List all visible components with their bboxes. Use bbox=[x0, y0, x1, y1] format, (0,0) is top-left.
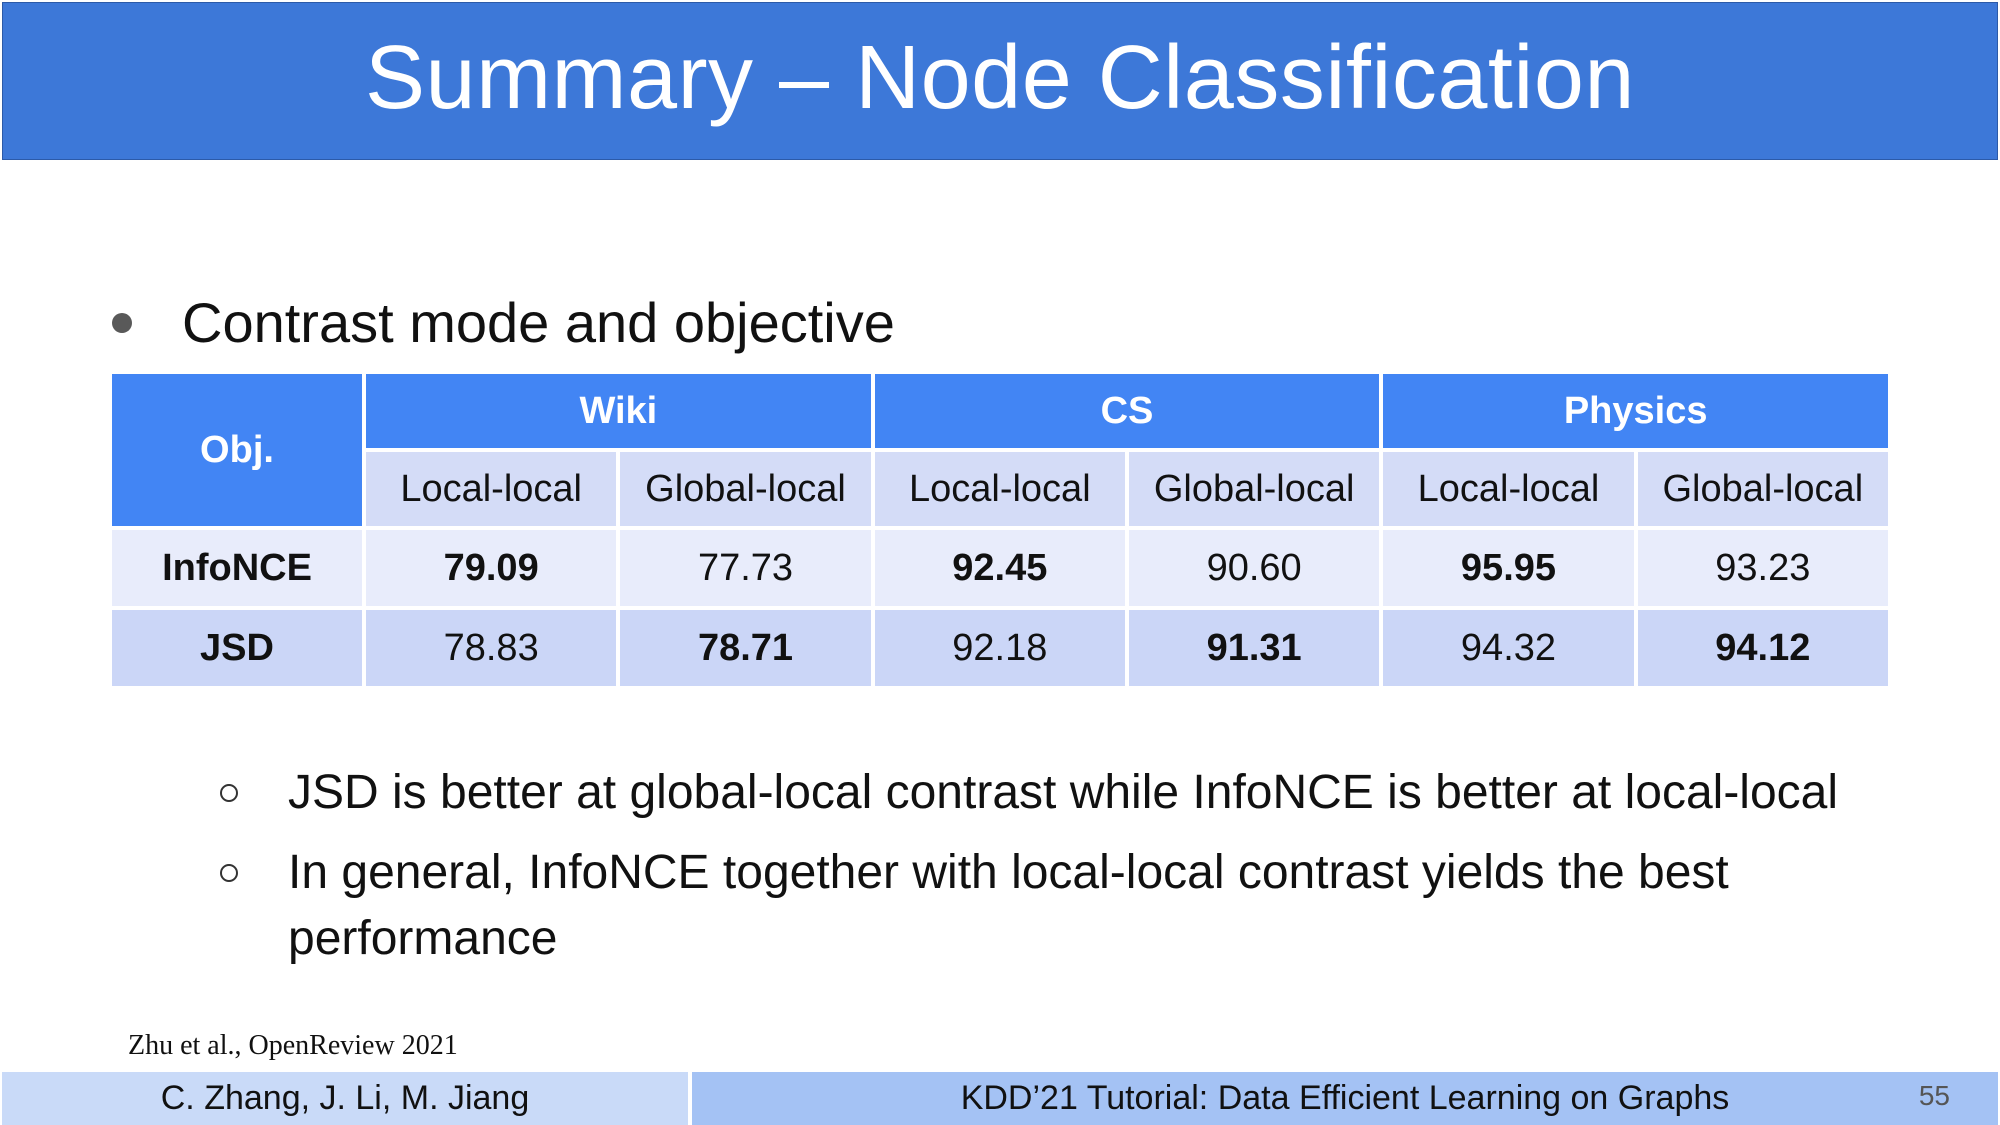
table-row-infonce: InfoNCE 79.09 77.73 92.45 90.60 95.95 93… bbox=[112, 530, 1888, 606]
sub-bullet-list: JSD is better at global-local contrast w… bbox=[220, 760, 1980, 986]
table-cell: 94.12 bbox=[1637, 610, 1888, 686]
table-cell: 92.18 bbox=[874, 610, 1125, 686]
table-row-jsd: JSD 78.83 78.71 92.18 91.31 94.32 94.12 bbox=[112, 610, 1888, 686]
slide-title: Summary – Node Classification bbox=[365, 27, 1635, 128]
subheader-cell: Local-local bbox=[1383, 452, 1634, 526]
table-cell: 94.32 bbox=[1383, 610, 1634, 686]
table-cell: 92.45 bbox=[874, 530, 1125, 606]
group-header-cs: CS bbox=[874, 374, 1380, 448]
sub-bullet-text: JSD is better at global-local contrast w… bbox=[288, 766, 1839, 819]
group-header-wiki: Wiki bbox=[366, 374, 871, 448]
main-bullet-text: Contrast mode and objective bbox=[182, 291, 895, 354]
sub-bullet: In general, InfoNCE together with local-… bbox=[220, 840, 1980, 972]
bullet-dot-icon bbox=[112, 312, 132, 333]
table-cell: 78.71 bbox=[620, 610, 871, 686]
subheader-cell: Global-local bbox=[1637, 452, 1888, 526]
footer-authors: C. Zhang, J. Li, M. Jiang bbox=[2, 1072, 688, 1125]
hollow-circle-icon bbox=[220, 864, 238, 882]
table-cell: 78.83 bbox=[366, 610, 617, 686]
results-table: Obj. Wiki CS Physics Local-local Global-… bbox=[108, 370, 1892, 690]
subheader-cell: Global-local bbox=[1128, 452, 1380, 526]
title-bar: Summary – Node Classification bbox=[2, 2, 1998, 160]
hollow-circle-icon bbox=[220, 784, 238, 802]
table-cell: 77.73 bbox=[620, 530, 871, 606]
subheader-cell: Local-local bbox=[366, 452, 617, 526]
table-cell: 91.31 bbox=[1128, 610, 1380, 686]
sub-bullet-text: In general, InfoNCE together with local-… bbox=[288, 846, 1729, 965]
subheader-cell: Global-local bbox=[620, 452, 871, 526]
citation: Zhu et al., OpenReview 2021 bbox=[128, 1030, 458, 1061]
page-number: 55 bbox=[1918, 1080, 1950, 1111]
row-label: InfoNCE bbox=[112, 530, 362, 606]
main-bullet: Contrast mode and objective bbox=[112, 290, 895, 355]
footer-tutorial: KDD’21 Tutorial: Data Efficient Learning… bbox=[692, 1072, 1998, 1125]
obj-header: Obj. bbox=[112, 374, 362, 526]
table-cell: 79.09 bbox=[366, 530, 617, 606]
table-cell: 93.23 bbox=[1637, 530, 1888, 606]
row-label: JSD bbox=[112, 610, 362, 686]
group-header-physics: Physics bbox=[1383, 374, 1888, 448]
sub-bullet: JSD is better at global-local contrast w… bbox=[220, 760, 1980, 826]
table-cell: 90.60 bbox=[1128, 530, 1380, 606]
table-cell: 95.95 bbox=[1383, 530, 1634, 606]
subheader-cell: Local-local bbox=[874, 452, 1125, 526]
